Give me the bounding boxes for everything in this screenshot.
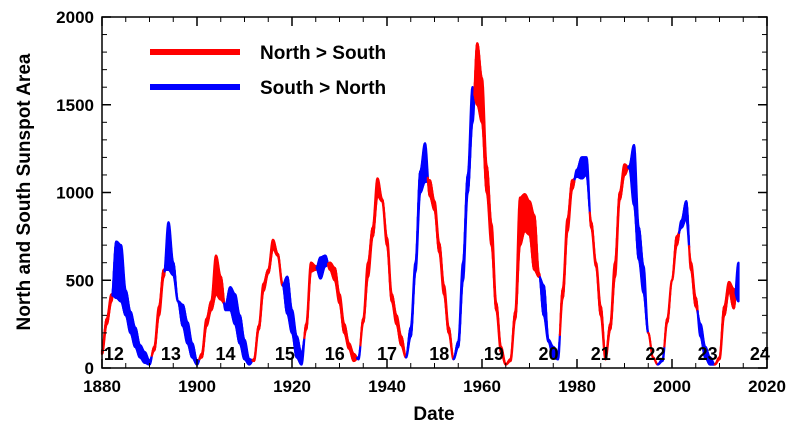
cycle-number-label: 13: [161, 344, 181, 364]
x-tick-label: 1980: [558, 377, 596, 396]
y-tick-label: 1500: [56, 96, 94, 115]
x-tick-label: 1960: [463, 377, 501, 396]
y-tick-label: 2000: [56, 8, 94, 27]
cycle-number-label: 23: [698, 344, 718, 364]
cycle-number-label: 19: [484, 344, 504, 364]
cycle-labels: 12 13 14 15 16 17 18 19 20 21 22 23 24: [104, 344, 770, 364]
cycle-number-label: 15: [275, 344, 295, 364]
x-tick-label: 1920: [273, 377, 311, 396]
cycle-number-label: 18: [429, 344, 449, 364]
cycle-number-label: 16: [325, 344, 345, 364]
legend-label-north: North > South: [260, 43, 386, 64]
cycle-number-label: 24: [750, 344, 770, 364]
y-tick-label: 500: [66, 271, 94, 290]
legend-label-south: South > North: [260, 78, 386, 99]
cycle-number-label: 21: [591, 344, 611, 364]
x-axis-title: Date: [413, 404, 454, 425]
cycle-number-label: 14: [215, 344, 235, 364]
x-tick-label: 1880: [83, 377, 121, 396]
y-axis: 0 500 1000 1500 2000: [56, 8, 767, 378]
y-axis-title: North and South Sunspot Area: [14, 53, 35, 330]
cycle-number-label: 12: [104, 344, 124, 364]
y-tick-label: 0: [85, 359, 94, 378]
cycle-number-label: 17: [377, 344, 397, 364]
legend: North > South South > North: [150, 43, 386, 99]
x-tick-label: 2000: [653, 377, 691, 396]
x-tick-label: 2020: [748, 377, 786, 396]
x-axis: 1880 1900 1920 1940 1960 1980 2000 2020: [83, 17, 786, 396]
x-tick-label: 1940: [368, 377, 406, 396]
y-tick-label: 1000: [56, 184, 94, 203]
x-tick-label: 1900: [178, 377, 216, 396]
difference-fill-layer: [100, 42, 740, 366]
cycle-number-label: 20: [538, 344, 558, 364]
cycle-number-label: 22: [645, 344, 665, 364]
